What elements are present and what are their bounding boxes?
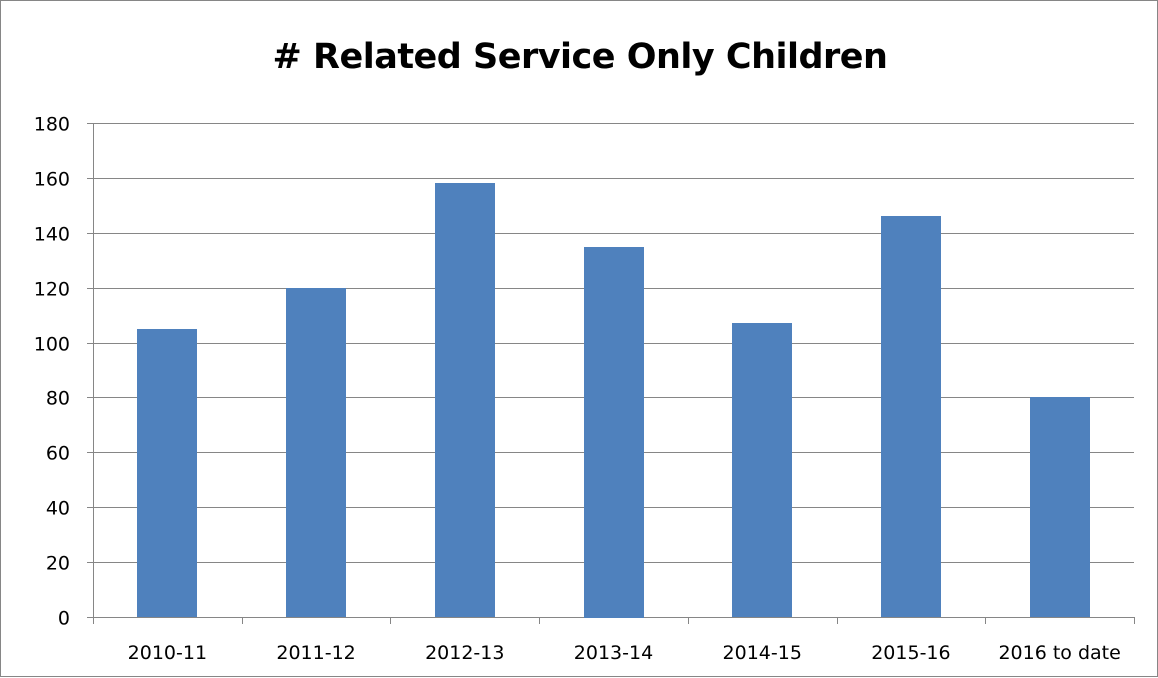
bar	[435, 183, 495, 617]
x-tick-label: 2012-13	[425, 642, 504, 664]
y-tick-label: 160	[34, 169, 70, 191]
x-tick-labels: 2010-11 2011-12 2012-13 2013-14 2014-15 2015-…	[128, 642, 1121, 664]
bar	[137, 329, 197, 617]
y-tick-label: 120	[34, 279, 70, 301]
x-tick-label: 2014-15	[723, 642, 802, 664]
chart-title: # Related Service Only Children	[272, 37, 888, 77]
x-tick-label: 2010-11	[128, 642, 207, 664]
y-tick-label: 140	[34, 224, 70, 246]
y-tick-label: 40	[46, 498, 70, 520]
x-tick-label: 2015-16	[871, 642, 950, 664]
y-tick-label: 0	[58, 608, 70, 630]
x-tick-label: 2016 to date	[998, 642, 1120, 664]
bars	[137, 183, 1090, 618]
bar	[881, 216, 941, 617]
x-tick-label: 2011-12	[276, 642, 355, 664]
bar	[732, 323, 792, 617]
bar	[584, 247, 644, 618]
bar	[1030, 397, 1090, 617]
y-tick-label: 180	[34, 114, 70, 136]
y-tick-labels: 0 20 40 60 80 100 120 140 160 180	[34, 114, 70, 630]
bar	[286, 288, 346, 617]
y-tick-label: 80	[46, 388, 70, 410]
y-tick-label: 20	[46, 553, 70, 575]
y-tick-label: 100	[34, 334, 70, 356]
y-tick-label: 60	[46, 443, 70, 465]
x-tick-label: 2013-14	[574, 642, 653, 664]
